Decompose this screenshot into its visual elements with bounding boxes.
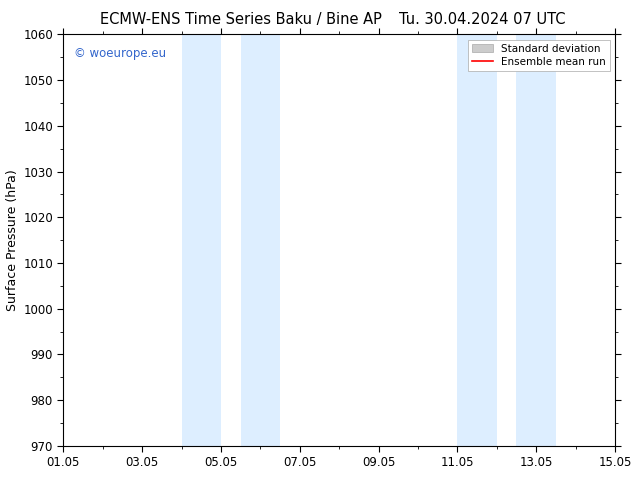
Bar <box>457 34 497 446</box>
Legend: Standard deviation, Ensemble mean run: Standard deviation, Ensemble mean run <box>467 40 610 71</box>
Bar <box>517 34 556 446</box>
Text: Tu. 30.04.2024 07 UTC: Tu. 30.04.2024 07 UTC <box>399 12 565 27</box>
Bar <box>241 34 280 446</box>
Text: ECMW-ENS Time Series Baku / Bine AP: ECMW-ENS Time Series Baku / Bine AP <box>100 12 382 27</box>
Text: © woeurope.eu: © woeurope.eu <box>74 47 167 60</box>
Y-axis label: Surface Pressure (hPa): Surface Pressure (hPa) <box>6 169 19 311</box>
Bar <box>181 34 221 446</box>
